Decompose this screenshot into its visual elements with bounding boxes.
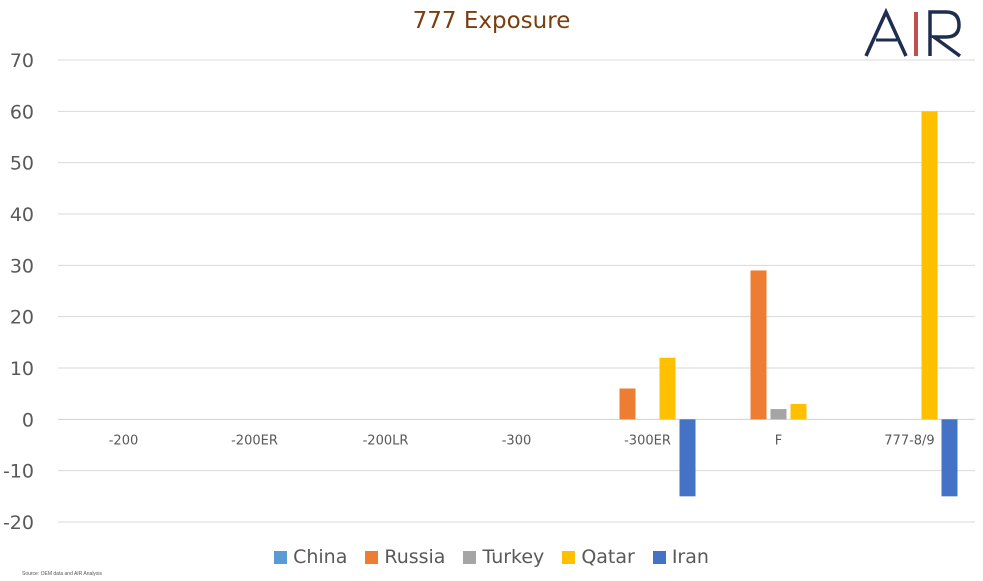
legend-item: China — [274, 546, 347, 568]
bar — [619, 388, 636, 420]
y-tick-label: 10 — [10, 358, 34, 380]
y-tick-label: -10 — [3, 461, 34, 483]
x-tick-label: -200ER — [231, 433, 278, 448]
legend-swatch — [365, 550, 379, 564]
bar — [790, 403, 807, 420]
legend-label: China — [293, 546, 348, 568]
legend-swatch — [463, 550, 477, 564]
legend-item: Russia — [365, 546, 445, 568]
legend-label: Iran — [671, 546, 709, 568]
x-tick-label: -200LR — [363, 433, 409, 448]
air-logo — [864, 7, 962, 58]
legend-label: Russia — [384, 546, 446, 568]
legend-item: Iran — [652, 546, 709, 568]
y-tick-label: 50 — [10, 153, 34, 175]
x-tick-label: -300ER — [624, 433, 671, 448]
x-tick-label: 777-8/9 — [884, 433, 934, 448]
y-tick-label: 20 — [10, 307, 34, 329]
legend-label: Turkey — [482, 546, 545, 568]
chart-title: 777 Exposure — [412, 8, 571, 34]
bar — [679, 419, 696, 497]
legend-swatch — [652, 550, 666, 564]
bar — [750, 270, 767, 420]
y-tick-label: 0 — [22, 409, 34, 431]
legend: China Russia Turkey Qatar Iran — [0, 546, 983, 568]
bar — [770, 409, 787, 420]
bar — [941, 419, 958, 497]
y-tick-label: 30 — [10, 255, 34, 277]
legend-label: Qatar — [581, 546, 635, 568]
legend-swatch — [274, 550, 288, 564]
y-tick-label: 40 — [10, 204, 34, 226]
x-tick-label: -200 — [109, 433, 139, 448]
y-tick-label: 70 — [10, 50, 34, 72]
x-tick-label: -300 — [502, 433, 532, 448]
y-tick-label: -20 — [3, 512, 34, 534]
source-note: Source: OEM data and AIR Analysis — [22, 571, 103, 577]
legend-item: Turkey — [463, 546, 544, 568]
bar — [659, 357, 676, 420]
legend-swatch — [562, 550, 576, 564]
y-tick-label: 60 — [10, 101, 34, 123]
bar — [921, 111, 938, 420]
legend-item: Qatar — [562, 546, 635, 568]
x-tick-label: F — [775, 433, 782, 448]
